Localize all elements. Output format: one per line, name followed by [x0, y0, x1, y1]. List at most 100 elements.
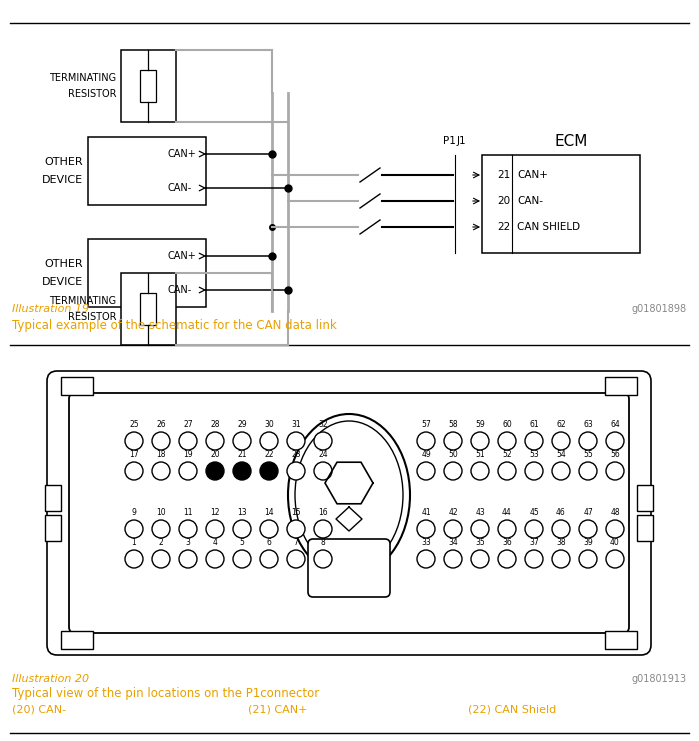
- Text: 7: 7: [294, 538, 298, 547]
- Text: (22) CAN Shield: (22) CAN Shield: [468, 704, 556, 714]
- Circle shape: [579, 462, 597, 480]
- Text: 29: 29: [237, 420, 247, 429]
- Text: CAN+: CAN+: [517, 170, 548, 180]
- Text: 30: 30: [264, 420, 274, 429]
- Text: 44: 44: [502, 508, 512, 517]
- Text: 63: 63: [583, 420, 593, 429]
- Text: OTHER: OTHER: [44, 157, 83, 167]
- Circle shape: [417, 550, 435, 568]
- Text: 10: 10: [156, 508, 166, 517]
- Circle shape: [552, 520, 570, 538]
- Text: 43: 43: [475, 508, 485, 517]
- Text: 37: 37: [529, 538, 539, 547]
- Text: 6: 6: [266, 538, 271, 547]
- Circle shape: [314, 550, 332, 568]
- Text: 50: 50: [448, 450, 458, 459]
- FancyBboxPatch shape: [605, 631, 637, 649]
- Circle shape: [260, 462, 278, 480]
- Circle shape: [260, 550, 278, 568]
- Text: 26: 26: [156, 420, 166, 429]
- FancyBboxPatch shape: [120, 50, 175, 122]
- Text: 27: 27: [183, 420, 193, 429]
- Text: P1: P1: [442, 136, 456, 146]
- Text: 21: 21: [497, 170, 510, 180]
- Circle shape: [206, 520, 224, 538]
- Text: 40: 40: [610, 538, 620, 547]
- Circle shape: [525, 462, 543, 480]
- Text: 53: 53: [529, 450, 539, 459]
- Text: 2: 2: [159, 538, 164, 547]
- Text: 15: 15: [291, 508, 301, 517]
- Text: 12: 12: [210, 508, 219, 517]
- Text: 34: 34: [448, 538, 458, 547]
- FancyBboxPatch shape: [47, 371, 651, 655]
- Text: J1: J1: [456, 136, 466, 146]
- Text: 3: 3: [185, 538, 190, 547]
- Text: 16: 16: [318, 508, 328, 517]
- Text: 11: 11: [183, 508, 193, 517]
- Text: 4: 4: [212, 538, 217, 547]
- Circle shape: [444, 520, 462, 538]
- Text: CAN-: CAN-: [517, 196, 543, 206]
- Text: 9: 9: [131, 508, 136, 517]
- FancyBboxPatch shape: [88, 137, 206, 205]
- Ellipse shape: [288, 414, 410, 576]
- Text: 41: 41: [421, 508, 431, 517]
- Text: 13: 13: [237, 508, 247, 517]
- Circle shape: [314, 432, 332, 450]
- Circle shape: [179, 462, 197, 480]
- FancyBboxPatch shape: [482, 155, 640, 253]
- Text: 57: 57: [421, 420, 431, 429]
- Circle shape: [233, 432, 251, 450]
- Text: 47: 47: [583, 508, 593, 517]
- Text: 35: 35: [475, 538, 485, 547]
- Text: 36: 36: [502, 538, 512, 547]
- Circle shape: [152, 432, 170, 450]
- Circle shape: [606, 462, 624, 480]
- Text: CAN-: CAN-: [168, 285, 192, 295]
- Text: CAN+: CAN+: [168, 251, 196, 261]
- Text: (20) CAN-: (20) CAN-: [12, 704, 66, 714]
- Text: 49: 49: [421, 450, 431, 459]
- FancyBboxPatch shape: [45, 515, 61, 541]
- Circle shape: [552, 550, 570, 568]
- FancyBboxPatch shape: [637, 485, 653, 511]
- Text: 18: 18: [157, 450, 166, 459]
- Circle shape: [287, 432, 305, 450]
- Circle shape: [233, 520, 251, 538]
- Text: 20: 20: [210, 450, 219, 459]
- Text: 23: 23: [291, 450, 301, 459]
- Circle shape: [233, 550, 251, 568]
- Circle shape: [417, 432, 435, 450]
- Text: Typical example of the schematic for the CAN data link: Typical example of the schematic for the…: [12, 319, 337, 331]
- Text: 19: 19: [183, 450, 193, 459]
- Circle shape: [498, 550, 516, 568]
- Text: CAN SHIELD: CAN SHIELD: [517, 222, 580, 232]
- Circle shape: [206, 432, 224, 450]
- Text: 39: 39: [583, 538, 593, 547]
- Text: CAN-: CAN-: [168, 183, 192, 193]
- Circle shape: [417, 462, 435, 480]
- Circle shape: [525, 520, 543, 538]
- FancyBboxPatch shape: [605, 377, 637, 395]
- Ellipse shape: [295, 421, 403, 569]
- Text: 62: 62: [556, 420, 565, 429]
- Circle shape: [179, 550, 197, 568]
- Circle shape: [498, 432, 516, 450]
- Text: 46: 46: [556, 508, 566, 517]
- Circle shape: [444, 550, 462, 568]
- Text: 32: 32: [318, 420, 328, 429]
- Text: 48: 48: [610, 508, 620, 517]
- Circle shape: [179, 432, 197, 450]
- Text: 8: 8: [321, 538, 325, 547]
- Text: DEVICE: DEVICE: [42, 175, 83, 185]
- Text: 52: 52: [502, 450, 512, 459]
- Text: 20: 20: [497, 196, 510, 206]
- Circle shape: [552, 462, 570, 480]
- Circle shape: [287, 462, 305, 480]
- Text: TERMINATING: TERMINATING: [50, 73, 117, 83]
- Circle shape: [525, 432, 543, 450]
- Text: 25: 25: [129, 420, 139, 429]
- FancyBboxPatch shape: [61, 377, 93, 395]
- Circle shape: [314, 462, 332, 480]
